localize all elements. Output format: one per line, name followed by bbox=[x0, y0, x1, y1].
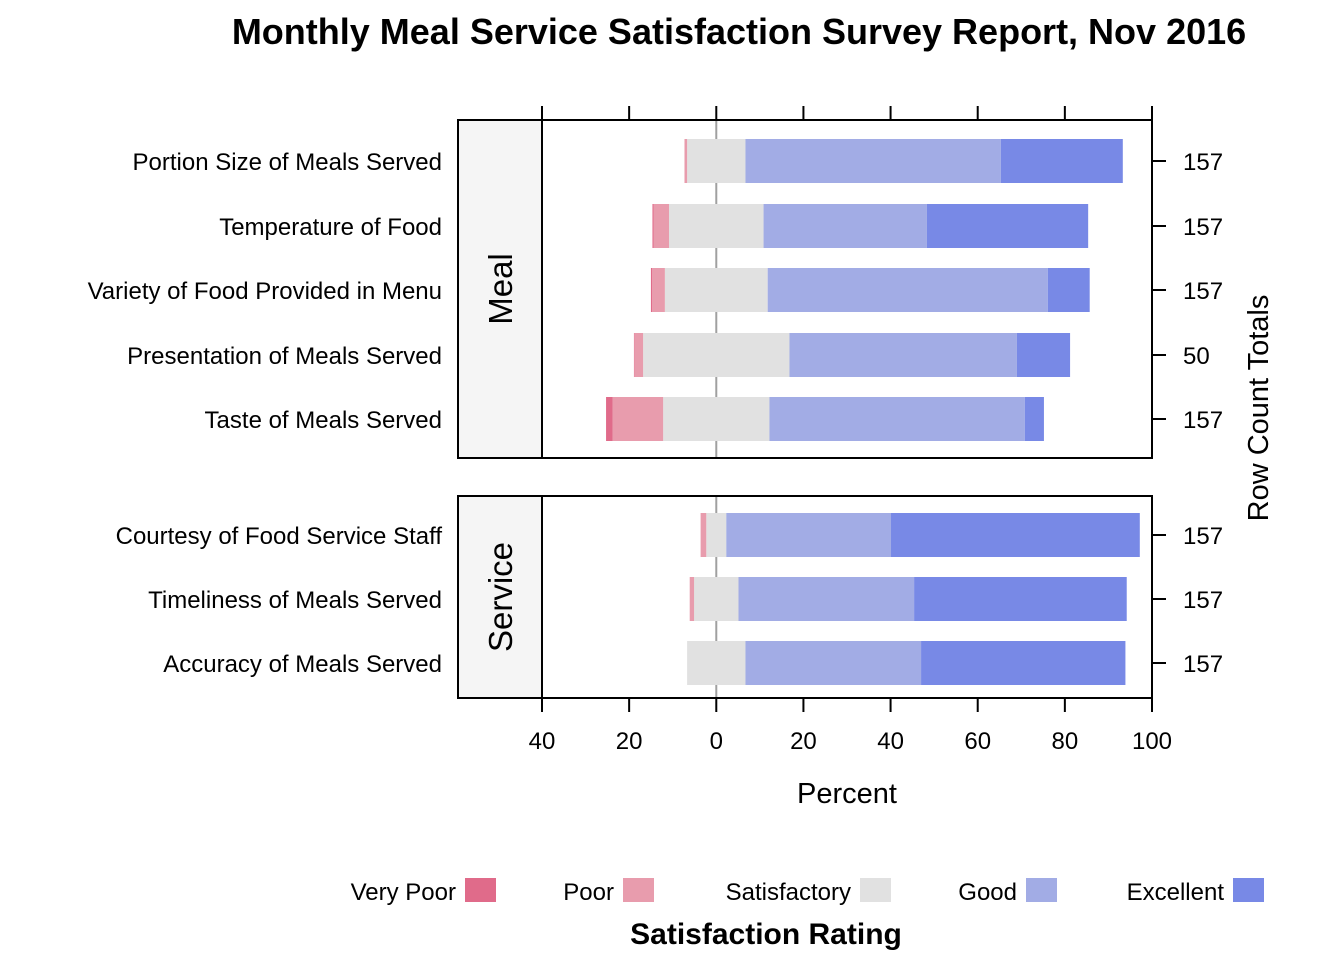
x-tick-label: 40 bbox=[529, 728, 556, 755]
bar-segment-poor bbox=[684, 139, 688, 183]
bar-segment-poor bbox=[700, 513, 707, 557]
x-axis: 40 20 0 20 40 60 80 100 bbox=[529, 106, 1172, 755]
legend: Very Poor Poor Satisfactory Good Excellent bbox=[351, 878, 1264, 906]
bar-row-accuracy-of-meals-served bbox=[687, 641, 1126, 685]
bar-segment-satisfactory bbox=[664, 268, 768, 312]
category-label: Timeliness of Meals Served bbox=[148, 587, 442, 614]
category-label: Presentation of Meals Served bbox=[127, 343, 442, 370]
bar-segment-excellent bbox=[926, 204, 1089, 248]
category-label: Temperature of Food bbox=[219, 214, 442, 241]
bar-segment-satisfactory bbox=[687, 139, 746, 183]
legend-item-excellent: Excellent bbox=[1127, 878, 1264, 906]
x-axis-title: Percent bbox=[797, 778, 897, 810]
bar-segment-satisfactory bbox=[706, 513, 727, 557]
legend-item-poor: Poor bbox=[563, 878, 654, 906]
bar-segment-very-poor bbox=[606, 397, 613, 441]
bar-segment-good bbox=[769, 397, 1025, 441]
bar-segment-good bbox=[738, 577, 915, 621]
bar-segment-poor bbox=[634, 333, 644, 377]
bar-row-courtesy-of-food-service-staff bbox=[700, 513, 1140, 557]
x-tick-label: 60 bbox=[964, 728, 991, 755]
legend-swatch bbox=[623, 878, 654, 902]
panel-strip-label: Service bbox=[482, 542, 519, 652]
x-tick-label: 100 bbox=[1132, 728, 1172, 755]
bar-segment-poor bbox=[652, 268, 665, 312]
row-count-total: 157 bbox=[1183, 214, 1223, 241]
bar-row-portion-size-of-meals-served bbox=[684, 139, 1123, 183]
category-label: Taste of Meals Served bbox=[205, 407, 442, 434]
bar-segment-excellent bbox=[1047, 268, 1090, 312]
bar-segment-poor bbox=[653, 204, 670, 248]
bar-segment-excellent bbox=[1000, 139, 1123, 183]
panels-layer: Portion Size of Meals Served 157 Temperatu… bbox=[88, 119, 1223, 699]
panel-service: Courtesy of Food Service Staff 157 Timelin… bbox=[116, 495, 1223, 699]
panel-frame bbox=[457, 119, 1153, 459]
category-label: Courtesy of Food Service Staff bbox=[116, 523, 443, 550]
bar-row-variety-of-food-provided-in-menu bbox=[650, 268, 1090, 312]
bar-segment-good bbox=[745, 139, 1001, 183]
row-count-total: 157 bbox=[1183, 149, 1223, 176]
bar-segment-poor bbox=[689, 577, 695, 621]
bar-segment-excellent bbox=[914, 577, 1127, 621]
legend-label: Satisfactory bbox=[726, 879, 851, 906]
x-tick-label: 20 bbox=[790, 728, 817, 755]
bar-row-taste-of-meals-served bbox=[606, 397, 1044, 441]
panel-strip bbox=[458, 120, 542, 458]
bar-segment-poor bbox=[612, 397, 664, 441]
row-count-total: 157 bbox=[1183, 587, 1223, 614]
legend-swatch bbox=[465, 878, 496, 902]
bar-segment-satisfactory bbox=[663, 397, 770, 441]
legend-label: Very Poor bbox=[351, 879, 456, 906]
x-tick-label: 0 bbox=[710, 728, 723, 755]
category-label: Accuracy of Meals Served bbox=[163, 651, 442, 678]
legend-label: Good bbox=[958, 879, 1017, 906]
bar-segment-good bbox=[745, 641, 922, 685]
legend-item-satisfactory: Satisfactory bbox=[726, 878, 891, 906]
row-count-total: 157 bbox=[1183, 407, 1223, 434]
bar-segment-excellent bbox=[1016, 333, 1071, 377]
row-count-total: 157 bbox=[1183, 523, 1223, 550]
bar-segment-very-poor bbox=[652, 204, 654, 248]
legend-item-good: Good bbox=[958, 878, 1057, 906]
bar-row-presentation-of-meals-served bbox=[633, 333, 1071, 377]
category-label: Variety of Food Provided in Menu bbox=[88, 278, 442, 305]
bar-segment-good bbox=[789, 333, 1017, 377]
row-count-total: 157 bbox=[1183, 278, 1223, 305]
panel-strip-label: Meal bbox=[482, 253, 519, 325]
bar-segment-excellent bbox=[1024, 397, 1044, 441]
chart-title: Monthly Meal Service Satisfaction Survey… bbox=[232, 11, 1246, 52]
legend-swatch bbox=[1233, 878, 1264, 902]
bar-segment-satisfactory bbox=[694, 577, 739, 621]
bar-segment-excellent bbox=[891, 513, 1140, 557]
panel-strip bbox=[458, 496, 542, 698]
legend-label: Excellent bbox=[1127, 879, 1225, 906]
row-count-total: 50 bbox=[1183, 343, 1210, 370]
panel-frame bbox=[457, 495, 1153, 699]
bar-segment-satisfactory bbox=[643, 333, 790, 377]
legend-item-very-poor: Very Poor bbox=[351, 878, 496, 906]
bar-row-temperature-of-food bbox=[652, 204, 1089, 248]
bar-segment-good bbox=[763, 204, 927, 248]
x-tick-label: 40 bbox=[877, 728, 904, 755]
legend-label: Poor bbox=[563, 879, 614, 906]
bar-segment-good bbox=[726, 513, 892, 557]
bar-segment-satisfactory bbox=[687, 641, 746, 685]
bar-segment-very-poor bbox=[650, 268, 653, 312]
row-count-total: 157 bbox=[1183, 651, 1223, 678]
bar-segment-excellent bbox=[921, 641, 1126, 685]
bar-segment-good bbox=[767, 268, 1048, 312]
x-tick-label: 80 bbox=[1052, 728, 1079, 755]
panel-meal: Portion Size of Meals Served 157 Temperatu… bbox=[88, 119, 1223, 459]
bar-segment-satisfactory bbox=[669, 204, 764, 248]
legend-swatch bbox=[1026, 878, 1057, 902]
x-tick-label: 20 bbox=[616, 728, 643, 755]
category-label: Portion Size of Meals Served bbox=[133, 149, 442, 176]
legend-title: Satisfaction Rating bbox=[630, 918, 902, 951]
legend-swatch bbox=[860, 878, 891, 902]
right-axis-title: Row Count Totals bbox=[1243, 295, 1275, 522]
bar-row-timeliness-of-meals-served bbox=[689, 577, 1127, 621]
